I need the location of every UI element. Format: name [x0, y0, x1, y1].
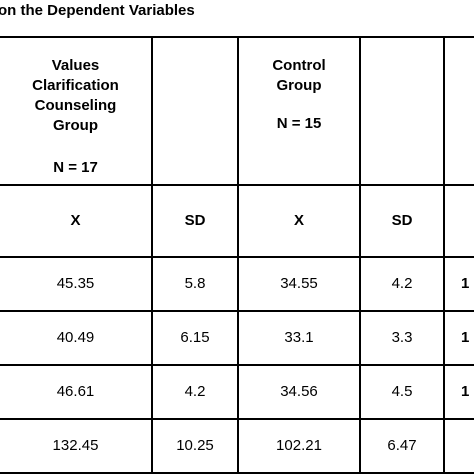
- table-cell: 4.2: [184, 383, 206, 400]
- control-group-n: N = 15: [276, 115, 322, 132]
- table-cell: 45.35: [56, 275, 95, 292]
- column-divider: [359, 36, 361, 474]
- table-cell: 34.55: [280, 275, 318, 292]
- table-cell: 4.5: [391, 383, 413, 400]
- column-divider: [443, 36, 445, 474]
- column-divider: [151, 36, 153, 474]
- table-cell: 4.2: [391, 275, 413, 292]
- subheader-mean: X: [293, 212, 304, 229]
- table-cell-truncated: 1: [461, 275, 470, 292]
- table-cell: 5.8: [184, 275, 206, 292]
- table-cell: 10.25: [176, 437, 214, 454]
- table-cell-truncated: 1: [461, 329, 470, 346]
- table-cell: 33.1: [284, 329, 314, 346]
- table-cell-truncated: 1: [461, 383, 470, 400]
- table-cell: 6.47: [387, 437, 417, 454]
- control-group-name: Control Group: [272, 57, 326, 94]
- table-cell: 132.45: [52, 437, 99, 454]
- subheader-sd: SD: [391, 212, 413, 229]
- table-cell: 46.61: [56, 383, 95, 400]
- table-cell: 34.56: [280, 383, 318, 400]
- column-divider: [237, 36, 239, 474]
- table-cell: 3.3: [391, 329, 413, 346]
- values-group-n: N = 17: [53, 159, 98, 176]
- values-group-header: Values Clarification Counseling Group N …: [0, 38, 151, 202]
- table-caption: on the Dependent Variables: [0, 2, 195, 19]
- control-group-header: Control Group N = 15: [239, 38, 359, 202]
- table-cell: 102.21: [276, 437, 322, 454]
- table-cell: 6.15: [180, 329, 210, 346]
- subheader-sd: SD: [184, 212, 206, 229]
- table-cell: 40.49: [56, 329, 95, 346]
- subheader-mean: X: [70, 212, 81, 229]
- values-group-name: Values Clarification Counseling Group: [32, 57, 119, 134]
- results-table: Values Clarification Counseling Group N …: [0, 36, 474, 474]
